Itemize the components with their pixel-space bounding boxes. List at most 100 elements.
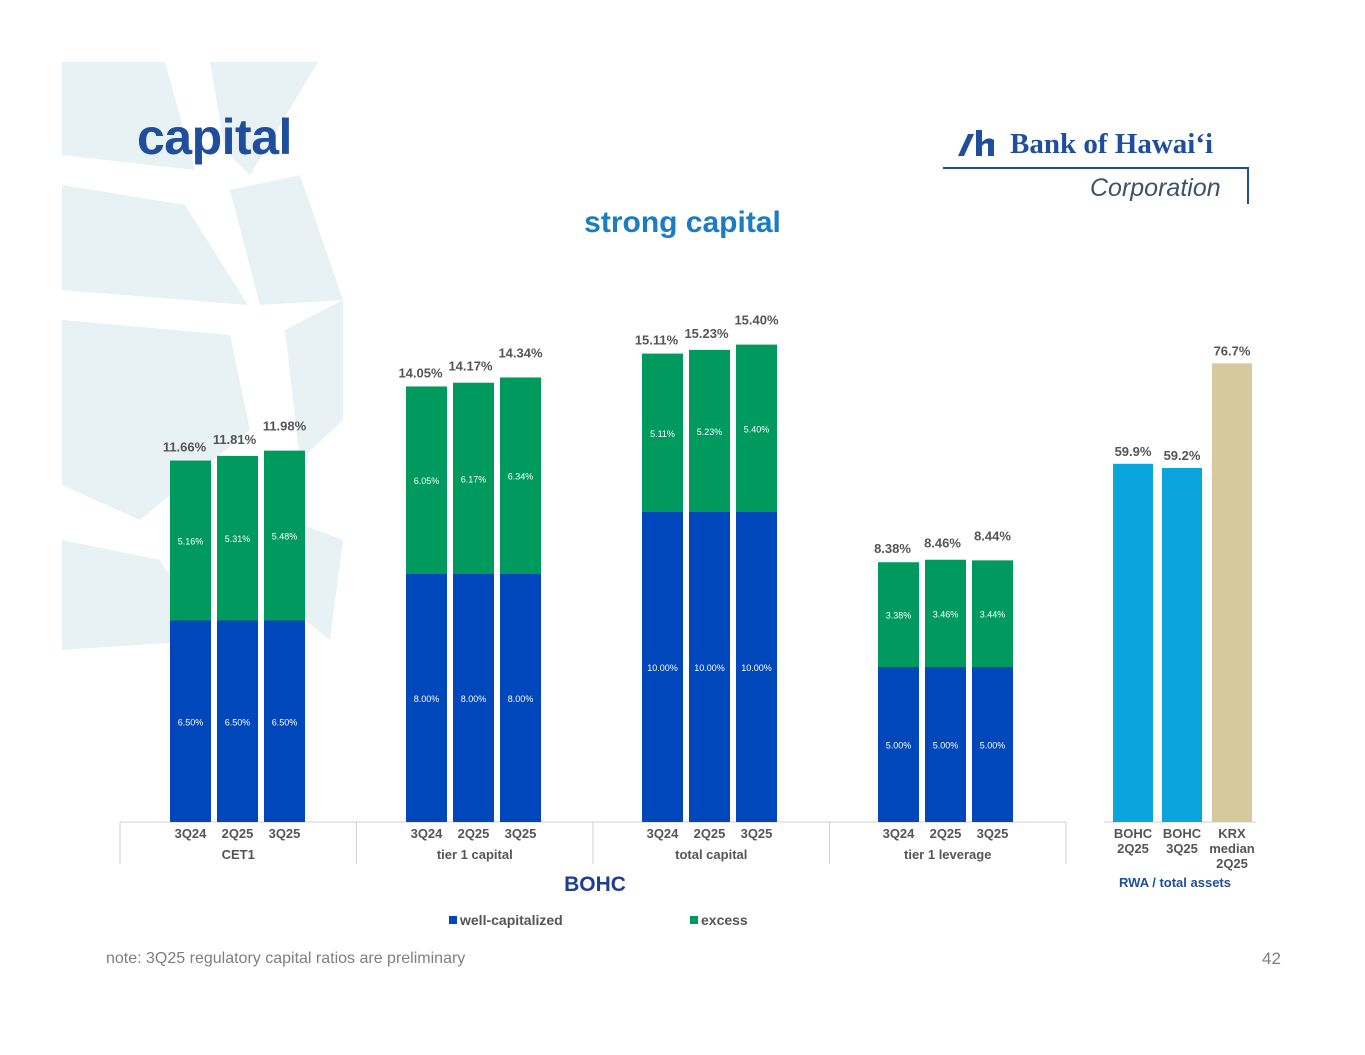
data-label-total: 14.05% [398, 365, 443, 380]
bar-excess-tier-1-leverage-3Q24 [878, 562, 919, 667]
data-label-total: 14.34% [498, 345, 543, 360]
data-label-well-capitalized: 6.50% [272, 717, 298, 727]
legend-item-well-capitalized: well-capitalized [449, 912, 563, 928]
bar-excess-CET1-3Q24 [170, 460, 211, 621]
rwa-bar-2 [1212, 363, 1252, 822]
bar-excess-CET1-3Q25 [264, 450, 305, 621]
rwa-axis-title: RWA / total assets [1119, 875, 1231, 890]
data-label-excess: 6.34% [508, 472, 534, 482]
data-label-well-capitalized: 10.00% [694, 663, 725, 673]
rwa-bar-1 [1162, 467, 1202, 822]
rwa-data-label: 59.9% [1115, 444, 1152, 459]
data-label-excess: 6.05% [414, 476, 440, 486]
bank-logo-mark-icon [958, 130, 994, 156]
rwa-x-tick-label: BOHC [1114, 826, 1153, 841]
data-label-total: 15.23% [684, 326, 729, 341]
logo-rule [943, 167, 1249, 169]
bar-well-capitalized-tier-1-leverage-3Q24 [878, 667, 919, 822]
data-label-total: 8.44% [974, 528, 1011, 543]
rwa-x-tick-label: KRX [1218, 826, 1246, 841]
bar-well-capitalized-tier-1-capital-2Q25 [453, 574, 494, 822]
bar-well-capitalized-CET1-2Q25 [217, 620, 258, 822]
rwa-x-tick-label: BOHC [1163, 826, 1202, 841]
data-label-well-capitalized: 6.50% [225, 717, 251, 727]
legend-label-well-capitalized: well-capitalized [460, 912, 563, 928]
data-label-well-capitalized: 8.00% [461, 694, 487, 704]
x-tick-label: 3Q25 [269, 826, 301, 841]
data-label-total: 11.66% [163, 440, 207, 455]
bar-excess-tier-1-leverage-2Q25 [925, 559, 966, 667]
legend-swatch-excess [690, 916, 698, 924]
logo-rule-vertical [1247, 167, 1249, 204]
rwa-x-tick-label: 2Q25 [1216, 856, 1248, 871]
data-label-excess: 5.40% [744, 424, 770, 434]
bar-well-capitalized-total-capital-3Q25 [736, 512, 777, 822]
data-label-excess: 3.44% [980, 610, 1006, 620]
bar-excess-total-capital-3Q25 [736, 344, 777, 512]
data-label-well-capitalized: 8.00% [508, 694, 534, 704]
data-label-total: 8.46% [924, 536, 961, 551]
x-group-label: tier 1 leverage [904, 847, 991, 862]
data-label-total: 15.40% [734, 313, 779, 328]
footnote: note: 3Q25 regulatory capital ratios are… [106, 950, 466, 967]
x-tick-label: 3Q24 [647, 826, 680, 841]
data-label-well-capitalized: 6.50% [178, 717, 204, 727]
data-label-excess: 3.46% [933, 609, 959, 619]
x-tick-label: 2Q25 [458, 826, 490, 841]
legend-swatch-well-capitalized [449, 916, 457, 924]
data-label-well-capitalized: 5.00% [980, 741, 1006, 751]
bar-well-capitalized-CET1-3Q25 [264, 620, 305, 822]
rwa-x-tick-label: median [1209, 841, 1255, 856]
data-label-total: 11.98% [263, 419, 307, 434]
data-label-excess: 5.11% [650, 429, 675, 439]
bar-well-capitalized-total-capital-3Q24 [642, 512, 683, 822]
page-number: 42 [1262, 949, 1281, 968]
data-label-total: 15.11% [635, 333, 679, 348]
bank-logo: Bank of Hawaiʻi Corporation [940, 118, 1260, 213]
data-label-well-capitalized: 8.00% [414, 694, 440, 704]
rwa-x-tick-label: 3Q25 [1166, 841, 1198, 856]
x-tick-label: 3Q24 [411, 826, 444, 841]
bar-excess-tier-1-capital-2Q25 [453, 382, 494, 574]
bank-logo-subtitle: Corporation [1090, 174, 1221, 202]
data-label-well-capitalized: 10.00% [741, 663, 772, 673]
legend-item-excess: excess [690, 912, 748, 928]
bar-excess-tier-1-leverage-3Q25 [972, 560, 1013, 667]
x-tick-label: 3Q25 [741, 826, 773, 841]
data-label-well-capitalized: 5.00% [886, 741, 912, 751]
x-group-label: CET1 [222, 847, 255, 862]
rwa-data-label: 59.2% [1164, 448, 1201, 463]
bar-excess-total-capital-3Q24 [642, 353, 683, 512]
rwa-x-tick-label: 2Q25 [1117, 841, 1149, 856]
x-tick-label: 2Q25 [930, 826, 962, 841]
x-group-label: tier 1 capital [437, 847, 513, 862]
bank-logo-name: Bank of Hawaiʻi [1010, 128, 1214, 160]
legend-label-excess: excess [701, 912, 748, 928]
bar-excess-tier-1-capital-3Q25 [500, 377, 541, 574]
x-group-label: total capital [675, 847, 747, 862]
bar-well-capitalized-tier-1-capital-3Q25 [500, 574, 541, 822]
rwa-bar-0 [1113, 463, 1153, 822]
bar-well-capitalized-total-capital-2Q25 [689, 512, 730, 822]
chart-subtitle: strong capital [584, 206, 781, 239]
x-tick-label: 3Q25 [505, 826, 537, 841]
bar-well-capitalized-tier-1-leverage-3Q25 [972, 667, 1013, 822]
data-label-total: 14.17% [448, 359, 493, 374]
data-label-excess: 6.17% [461, 474, 487, 484]
x-tick-label: 3Q25 [977, 826, 1009, 841]
bar-well-capitalized-CET1-3Q24 [170, 620, 211, 822]
rwa-data-label: 76.7% [1214, 343, 1251, 358]
data-label-excess: 5.31% [225, 534, 251, 544]
bohc-axis-title: BOHC [564, 873, 626, 896]
bar-well-capitalized-tier-1-capital-3Q24 [406, 574, 447, 822]
x-tick-label: 2Q25 [222, 826, 254, 841]
data-label-excess: 5.23% [697, 427, 723, 437]
x-tick-label: 3Q24 [175, 826, 208, 841]
bar-excess-total-capital-2Q25 [689, 349, 730, 512]
bar-excess-tier-1-capital-3Q24 [406, 386, 447, 574]
data-label-total: 8.38% [874, 541, 911, 556]
x-tick-label: 3Q24 [883, 826, 916, 841]
data-label-well-capitalized: 5.00% [933, 741, 959, 751]
page-title: capital [137, 109, 292, 165]
